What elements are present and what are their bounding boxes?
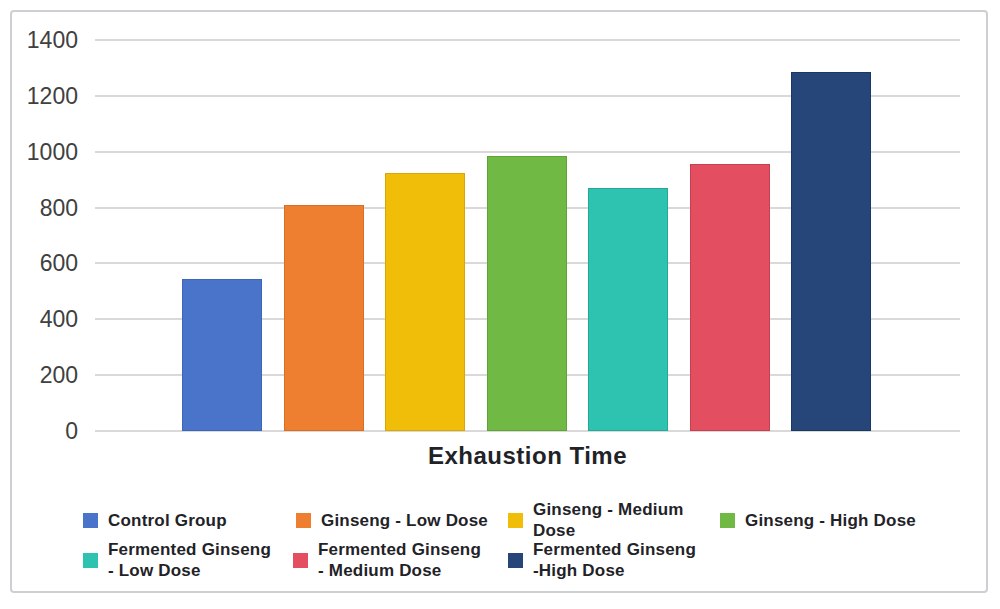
legend-label-fermented-ginseng-low-dose: Fermented Ginseng - Low Dose: [108, 539, 271, 581]
legend-swatch-ginseng-high-dose: [720, 513, 735, 528]
bar-fermented-ginseng-low-dose: [588, 188, 668, 431]
bar-ginseng-medium-dose: [385, 173, 465, 431]
bar-fermented-ginseng-high-dose: [791, 72, 871, 431]
legend-item-ginseng-high-dose: Ginseng - High Dose: [720, 498, 916, 542]
gridline-1400: [95, 39, 960, 41]
bar-ginseng-low-dose: [284, 205, 364, 431]
legend-swatch-ginseng-low-dose: [296, 513, 311, 528]
legend-label-ginseng-medium-dose: Ginseng - Medium Dose: [533, 499, 684, 541]
x-axis-title: Exhaustion Time: [95, 441, 960, 471]
legend-swatch-control-group: [83, 513, 98, 528]
bar-ginseng-high-dose: [487, 156, 567, 431]
legend-swatch-fermented-ginseng-medium-dose: [293, 553, 308, 568]
y-tick-label-1200: 1200: [3, 83, 78, 109]
chart-canvas: { "chart_data": { "type": "bar", "title"…: [0, 0, 1000, 609]
y-tick-label-600: 600: [3, 250, 78, 276]
bar-control-group: [182, 279, 262, 431]
bar-fermented-ginseng-medium-dose: [690, 164, 770, 431]
y-tick-label-400: 400: [3, 306, 78, 332]
legend-row-2: Fermented Ginseng - Low Dose Fermented Gi…: [0, 538, 1000, 582]
legend-label-ginseng-low-dose: Ginseng - Low Dose: [321, 510, 488, 531]
legend-item-ginseng-low-dose: Ginseng - Low Dose: [296, 498, 488, 542]
y-tick-label-0: 0: [3, 418, 78, 444]
legend-item-fermented-ginseng-low-dose: Fermented Ginseng - Low Dose: [83, 538, 271, 582]
y-tick-label-1400: 1400: [3, 27, 78, 53]
y-tick-label-1000: 1000: [3, 139, 78, 165]
y-tick-label-800: 800: [3, 195, 78, 221]
legend-label-ginseng-high-dose: Ginseng - High Dose: [745, 510, 916, 531]
plot-area: 0200400600800100012001400: [95, 40, 960, 431]
legend-label-control-group: Control Group: [108, 510, 227, 531]
y-tick-label-200: 200: [3, 362, 78, 388]
legend-item-fermented-ginseng-medium-dose: Fermented Ginseng - Medium Dose: [293, 538, 481, 582]
legend-label-fermented-ginseng-high-dose: Fermented Ginseng -High Dose: [533, 539, 696, 581]
legend-item-control-group: Control Group: [83, 498, 227, 542]
legend-item-fermented-ginseng-high-dose: Fermented Ginseng -High Dose: [508, 538, 696, 582]
legend-row-1: Control Group Ginseng - Low Dose Ginseng -…: [0, 498, 1000, 542]
legend-item-ginseng-medium-dose: Ginseng - Medium Dose: [508, 498, 684, 542]
legend-swatch-fermented-ginseng-high-dose: [508, 553, 523, 568]
legend-label-fermented-ginseng-medium-dose: Fermented Ginseng - Medium Dose: [318, 539, 481, 581]
legend-swatch-fermented-ginseng-low-dose: [83, 553, 98, 568]
legend-swatch-ginseng-medium-dose: [508, 513, 523, 528]
